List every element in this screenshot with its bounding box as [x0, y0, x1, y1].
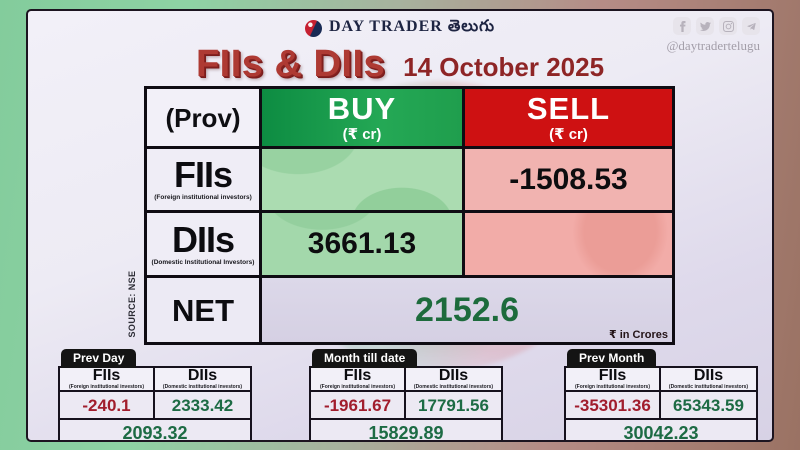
dii-header-label: DIIs	[187, 367, 218, 384]
net-total: 2093.32	[122, 423, 188, 442]
dii-column-header: DIIs (Domestic institutional investors)	[406, 368, 501, 392]
dii-column-header: DIIs (Domestic institutional investors)	[155, 368, 250, 392]
dii-value: 17791.56	[406, 392, 501, 420]
unit-note: ₹ in Crores	[608, 329, 668, 341]
sell-header-unit: (₹ cr)	[549, 126, 588, 143]
net-label-cell: NET	[147, 278, 262, 342]
page-title: FIIs & DIIs 14 October 2025	[28, 43, 772, 86]
fii-sell-cell: -1508.53	[465, 149, 672, 213]
summary-tab-prev-month: Prev Month	[567, 349, 657, 368]
brand-name: DAY TRADER తెలుగు	[328, 18, 496, 35]
infographic-card: DAY TRADER తెలుగు @daytradertelugu FIIs …	[26, 9, 774, 442]
fii-column-header: FIIs (Foreign institutional investors)	[566, 368, 661, 392]
fii-header-sublabel: (Foreign institutional investors)	[68, 384, 144, 390]
dii-header-label: DIIs	[693, 367, 724, 384]
net-value: 2152.6	[415, 291, 519, 329]
net-value-cell: 2152.6 ₹ in Crores	[262, 278, 672, 342]
fii-header-label: FIIs	[343, 367, 372, 384]
brand-logo-icon	[304, 19, 322, 37]
dii-sublabel: (Domestic Institutional Investors)	[151, 258, 255, 266]
dii-buy-cell: 3661.13	[262, 213, 465, 278]
fii-value: -240.1	[60, 392, 155, 420]
summary-tab-prev-day: Prev Day	[61, 349, 137, 368]
instagram-icon[interactable]	[719, 17, 737, 35]
summary-table-month-till-date: FIIs (Foreign institutional investors) D…	[309, 366, 503, 442]
buy-header-label: BUY	[327, 91, 397, 126]
fii-sell-value: -1508.53	[509, 162, 628, 196]
twitter-icon[interactable]	[696, 17, 714, 35]
fii-label-cell: FIIs (Foreign institutional investors)	[147, 149, 262, 213]
sell-header-cell: SELL (₹ cr)	[465, 89, 672, 149]
telegram-icon[interactable]	[742, 17, 760, 35]
summary-table-prev-day: FIIs (Foreign institutional investors) D…	[58, 366, 252, 442]
brand: DAY TRADER తెలుగు	[28, 17, 772, 39]
buy-header-unit: (₹ cr)	[342, 126, 382, 143]
dii-header-sublabel: (Domestic institutional investors)	[162, 384, 243, 390]
fii-column-header: FIIs (Foreign institutional investors)	[311, 368, 406, 392]
summary-panel-prev-month: Prev Month FIIs (Foreign institutional i…	[564, 349, 758, 442]
social-links: @daytradertelugu	[666, 17, 760, 54]
fii-header-label: FIIs	[598, 367, 627, 384]
source-note: SOURCE: NSE	[127, 270, 137, 338]
dii-value: 65343.59	[661, 392, 756, 420]
fii-label: FIIs	[173, 154, 233, 196]
fii-buy-cell	[262, 149, 465, 213]
dii-sell-cell	[465, 213, 672, 278]
dii-buy-value: 3661.13	[307, 227, 417, 260]
title-date: 14 October 2025	[403, 52, 605, 82]
summary-tab-month-till-date: Month till date	[312, 349, 418, 368]
dii-header-label: DIIs	[438, 367, 469, 384]
dii-value: 2333.42	[155, 392, 250, 420]
dii-column-header: DIIs (Domestic institutional investors)	[661, 368, 756, 392]
net-total: 15829.89	[368, 423, 444, 442]
fii-column-header: FIIs (Foreign institutional investors)	[60, 368, 155, 392]
fii-header-sublabel: (Foreign institutional investors)	[574, 384, 650, 390]
fii-header-label: FIIs	[92, 367, 121, 384]
summary-panel-prev-day: Prev Day FIIs (Foreign institutional inv…	[58, 349, 252, 442]
dii-header-sublabel: (Domestic institutional investors)	[668, 384, 749, 390]
prov-header-cell: (Prov)	[147, 89, 262, 149]
fii-value: -35301.36	[566, 392, 661, 420]
sell-header-label: SELL	[526, 91, 611, 126]
fii-dii-table: (Prov) BUY (₹ cr) SELL (₹ cr) FIIs (Fore…	[144, 86, 675, 345]
buy-header-cell: BUY (₹ cr)	[262, 89, 465, 149]
facebook-icon[interactable]	[673, 17, 691, 35]
fii-sublabel: (Foreign institutional investors)	[154, 194, 252, 202]
summary-panel-month-till-date: Month till date FIIs (Foreign institutio…	[309, 349, 503, 442]
title-main: FIIs & DIIs	[195, 43, 386, 85]
social-handle: @daytradertelugu	[666, 38, 760, 53]
fii-header-sublabel: (Foreign institutional investors)	[319, 384, 395, 390]
dii-header-sublabel: (Domestic institutional investors)	[413, 384, 494, 390]
fii-value: -1961.67	[311, 392, 406, 420]
net-total: 30042.23	[623, 423, 699, 442]
dii-label: DIIs	[171, 218, 235, 260]
dii-label-cell: DIIs (Domestic Institutional Investors)	[147, 213, 262, 278]
summary-table-prev-month: FIIs (Foreign institutional investors) D…	[564, 366, 758, 442]
